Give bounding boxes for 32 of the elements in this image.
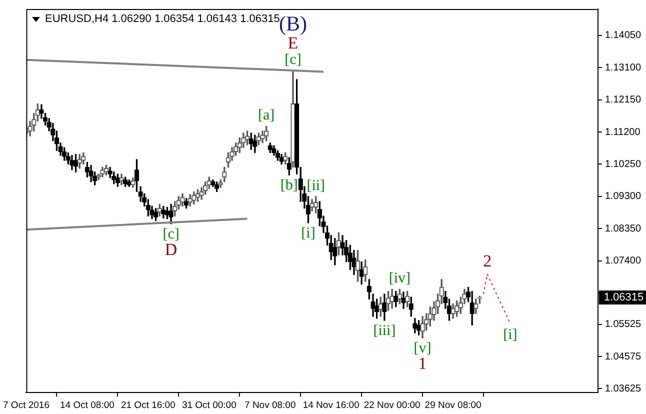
x-tick-label: 22 Nov 00:00 [364,400,420,411]
text: [iii] [373,322,396,339]
text: [v] 1 [414,340,432,374]
text: [a] [258,108,275,124]
x-tick-label: 29 Nov 08:00 [424,400,482,411]
y-tick-label: 1.13100 [604,62,642,74]
text: [c] D [162,226,180,259]
x-tick-label: 7 Nov 08:00 [244,400,296,411]
text: (B) E [c] [278,12,307,68]
y-tick-label: 1.03625 [604,383,642,394]
y-tick-label: 1.12150 [604,94,642,106]
y-tick-label: 1.09300 [604,191,642,202]
text: [ii] [306,178,326,194]
x-tick-label: 14 Nov 16:00 [302,400,360,411]
annotation: [i] [503,326,518,343]
y-tick-label: 1.08350 [604,223,642,234]
y-tick-label: 1.05525 [604,319,642,330]
x-tick-label: 31 Oct 00:00 [182,400,236,411]
text: [i] [301,225,316,242]
text: [iv] [388,270,411,287]
y-tick-label: 1.14050 [604,30,642,42]
text: [b] [280,177,298,194]
y-tick-label: 1.10250 [604,158,642,170]
annotation: 2 [483,251,492,270]
x-tick-label: 21 Oct 16:00 [120,400,176,411]
y-tick-label: 1.11200 [604,126,641,138]
y-tick-label: 1.04575 [604,351,642,362]
text: 1.06315 [604,292,644,304]
chart-title: EURUSD,H4 1.06290 1.06354 1.06143 1.06315 [45,13,280,25]
x-tick-label: 14 Oct 08:00 [60,400,114,411]
y-tick-label: 1.07400 [604,256,642,267]
x-tick-label: 7 Oct 2016 [2,400,50,411]
